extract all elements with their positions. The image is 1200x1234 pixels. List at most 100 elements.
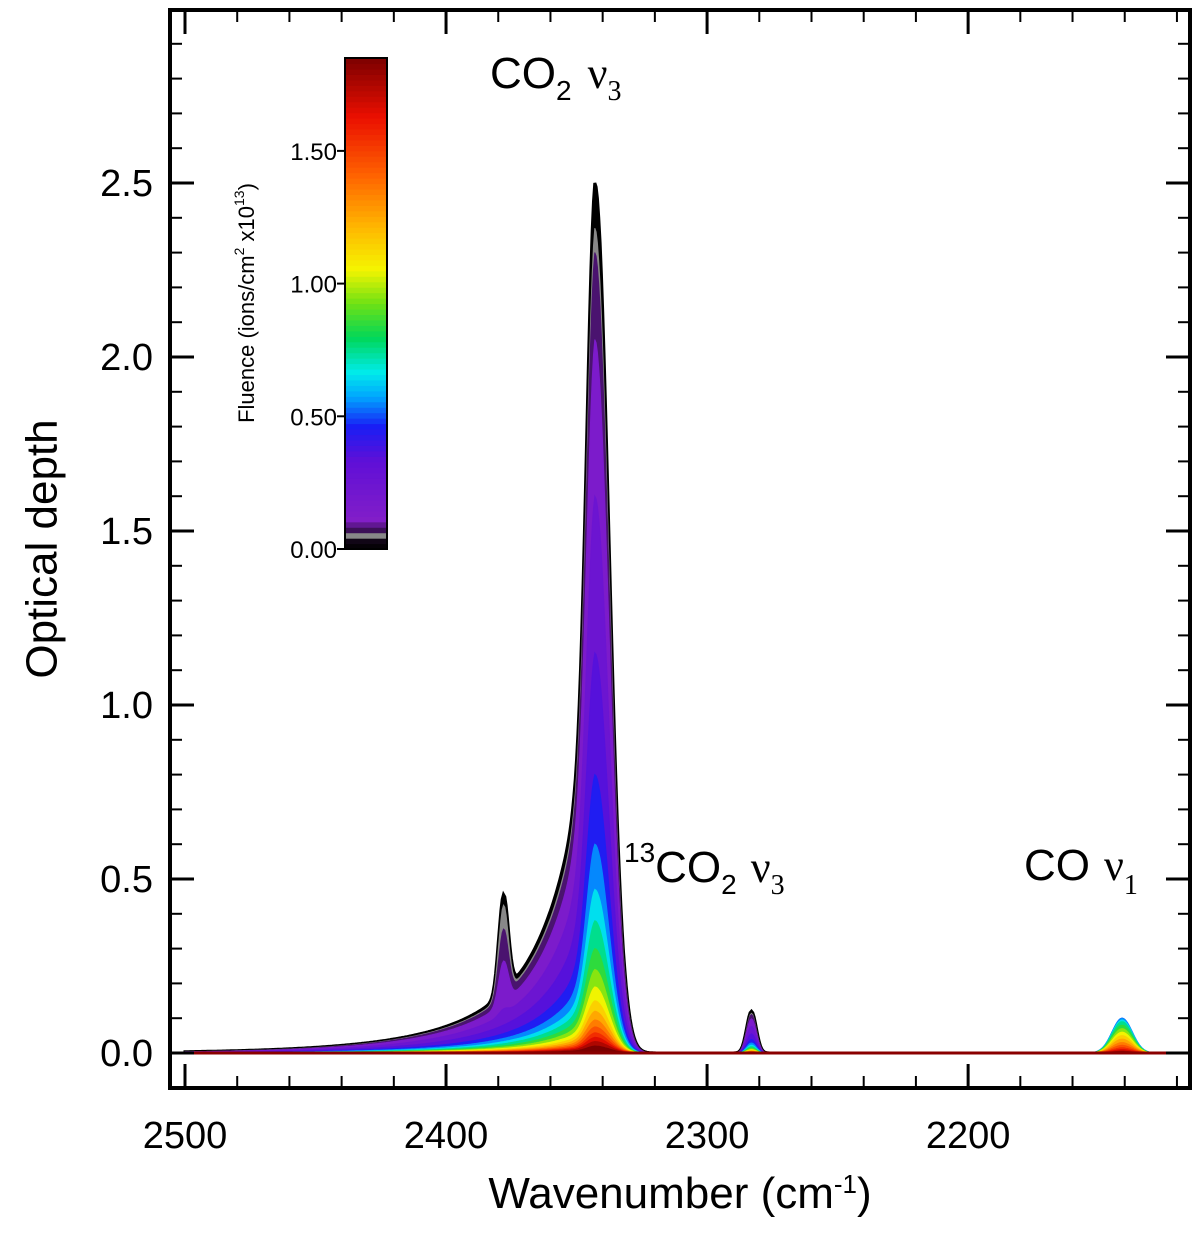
colorbar-segment xyxy=(345,265,387,272)
colorbar-segment xyxy=(345,303,387,310)
colorbar-segment xyxy=(345,145,387,152)
colorbar-title: Fluence (ions/cm2 x1013) xyxy=(231,183,259,423)
colorbar-segment xyxy=(345,467,387,474)
colorbar: 0.00 0.50 1.00 1.50 xyxy=(290,57,388,564)
colorbar-segment xyxy=(345,505,387,512)
colorbar-segment xyxy=(345,128,387,135)
colorbar-segment xyxy=(345,434,387,441)
colorbar-segment xyxy=(345,472,387,479)
colorbar-segment xyxy=(345,232,387,239)
colorbar-segment xyxy=(345,374,387,381)
colorbar-segment xyxy=(345,178,387,185)
colorbar-segment xyxy=(345,314,387,321)
spectrum-fluence-4 xyxy=(184,494,1190,1054)
colorbar-segment xyxy=(345,358,387,365)
colorbar-segment xyxy=(345,347,387,354)
spectrum-fluence-8 xyxy=(184,888,1190,1054)
colorbar-segment xyxy=(345,221,387,228)
colorbar-segment xyxy=(345,161,387,168)
spectrum-fluence-6 xyxy=(184,773,1190,1054)
colorbar-segment xyxy=(345,210,387,217)
x-axis-title: Wavenumber (cm-1) xyxy=(488,1169,871,1218)
spectra-group xyxy=(170,182,1190,1055)
colorbar-segment xyxy=(345,396,387,403)
colorbar-segment xyxy=(345,85,387,92)
colorbar-segment xyxy=(345,499,387,506)
colorbar-segment xyxy=(345,58,387,65)
y-tick-label: 2.5 xyxy=(100,163,153,205)
annotation-co-nu1: CO ν1 xyxy=(1024,841,1138,901)
plot-frame xyxy=(168,8,1192,1090)
y-axis-title: Optical depth xyxy=(18,419,67,678)
colorbar-tick-label: 1.00 xyxy=(290,272,337,299)
colorbar-segment xyxy=(345,401,387,408)
colorbar-segment xyxy=(345,407,387,414)
axis-ticks xyxy=(170,10,1190,1089)
x-tick-label: 2200 xyxy=(926,1115,1011,1157)
colorbar-segment xyxy=(345,483,387,490)
colorbar-segment xyxy=(345,379,387,386)
colorbar-tick-label: 0.50 xyxy=(290,404,337,431)
colorbar-segment xyxy=(345,118,387,125)
colorbar-segment xyxy=(345,74,387,81)
colorbar-segment xyxy=(345,172,387,179)
colorbar-segment xyxy=(345,227,387,234)
colorbar-segment xyxy=(345,423,387,430)
colorbar-segment xyxy=(345,254,387,261)
colorbar-frame xyxy=(344,57,388,550)
colorbar-segment xyxy=(345,538,387,545)
colorbar-segment xyxy=(345,96,387,103)
x-tick-label: 2400 xyxy=(404,1115,489,1157)
colorbar-segment xyxy=(345,368,387,376)
colorbar-segment xyxy=(345,543,387,550)
colorbar-segment xyxy=(345,238,387,245)
colorbar-segment xyxy=(345,156,387,163)
colorbar-segment xyxy=(345,461,387,468)
colorbar-segment xyxy=(345,319,387,326)
colorbar-segment xyxy=(345,418,387,425)
spectrum-fluence-10 xyxy=(184,947,1190,1054)
annotation-co2-nu3: CO2 ν3 xyxy=(490,49,621,107)
spectrum-fluence-2 xyxy=(184,252,1190,1054)
colorbar-segment xyxy=(345,341,387,348)
colorbar-tick-label: 1.50 xyxy=(290,139,337,166)
colorbar-segment xyxy=(345,527,387,534)
colorbar-segment xyxy=(345,259,387,266)
colorbar-segment xyxy=(345,385,387,392)
spectrum-fluence-11 xyxy=(184,968,1190,1054)
colorbar-segment xyxy=(345,532,387,539)
colorbar-segment xyxy=(345,298,387,305)
y-tick-label: 2.0 xyxy=(100,337,153,379)
colorbar-segment xyxy=(345,488,387,496)
colorbar-segment xyxy=(345,199,387,206)
colorbar-segment xyxy=(345,308,387,316)
colorbar-segment xyxy=(345,63,387,70)
colorbar-segment xyxy=(345,188,387,195)
colorbar-segment xyxy=(345,68,387,75)
colorbar-segment xyxy=(345,205,387,212)
colorbar-segment xyxy=(345,292,387,299)
colorbar-segment xyxy=(345,281,387,288)
x-tick-label: 2300 xyxy=(665,1115,750,1157)
colorbar-segment xyxy=(345,79,387,86)
colorbar-segment xyxy=(345,287,387,294)
colorbar-segment xyxy=(345,456,387,463)
colorbar-segment xyxy=(345,134,387,141)
colorbar-segment xyxy=(345,450,387,457)
axis-tick-labels: 0.0 0.5 1.0 1.5 2.0 2.5 2500 2400 2300 2200 xyxy=(100,163,1010,1157)
colorbar-segment xyxy=(345,183,387,190)
colorbar-segment xyxy=(345,216,387,223)
y-tick-label: 0.5 xyxy=(100,859,153,901)
y-tick-label: 0.0 xyxy=(100,1033,153,1075)
colorbar-segment xyxy=(345,243,387,250)
colorbar-segment xyxy=(345,123,387,130)
x-tick-label: 2500 xyxy=(143,1115,228,1157)
colorbar-segment xyxy=(345,336,387,343)
colorbar-segment xyxy=(345,363,387,370)
colorbar-segment xyxy=(345,510,387,517)
colorbar-segment xyxy=(345,412,387,419)
colorbar-segment xyxy=(345,248,387,255)
colorbar-segment xyxy=(345,101,387,108)
